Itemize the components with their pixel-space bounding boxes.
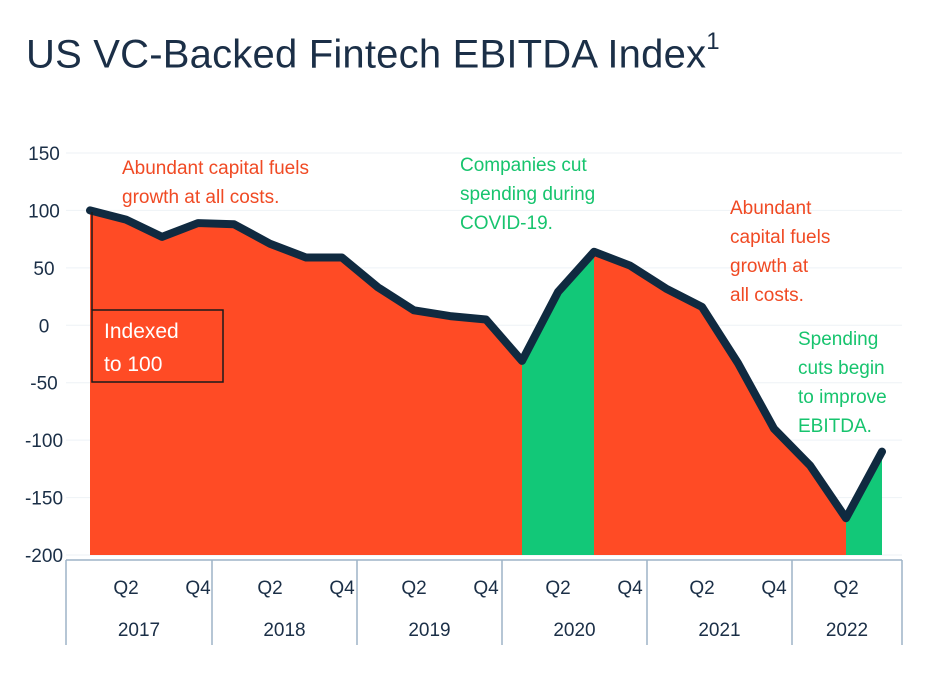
annotation-spending-cuts: Companies cut spending during COVID-19.: [460, 155, 595, 234]
data-point: [197, 222, 199, 225]
year-label: 2019: [408, 620, 450, 641]
title-footnote: 1: [706, 28, 720, 55]
y-axis-tick-labels: 150 100 50 0 -50 -100 -150 -200: [25, 144, 63, 567]
y-tick-label: 0: [39, 316, 50, 337]
data-point: [485, 318, 487, 321]
data-point: [665, 287, 667, 290]
y-tick-label: 50: [33, 259, 54, 280]
data-point: [269, 242, 271, 245]
indexed-note-text: Indexed to 100: [104, 320, 179, 376]
data-point: [161, 235, 163, 238]
data-point: [593, 250, 595, 253]
indexed-box: [91, 309, 224, 383]
y-tick-label: 100: [28, 201, 60, 222]
y-tick-label: 150: [28, 144, 60, 165]
data-point: [557, 290, 559, 293]
year-label: 2021: [698, 620, 740, 641]
x-tick-label: Q2: [833, 578, 858, 599]
annotation-abundant-capital: Abundant capital fuels growth at all cost…: [122, 158, 309, 208]
x-tick-label: Q2: [113, 578, 138, 599]
data-point: [773, 427, 775, 430]
data-point: [413, 309, 415, 312]
year-label: 2017: [118, 620, 160, 641]
year-label: 2020: [553, 620, 595, 641]
x-tick-label: Q2: [257, 578, 282, 599]
series-line-group: [86, 206, 886, 523]
x-tick-label: Q2: [401, 578, 426, 599]
year-label: 2018: [263, 620, 305, 641]
spending-cut-area: [846, 451, 882, 555]
data-point: [521, 359, 523, 362]
y-tick-label: -200: [25, 546, 63, 567]
growth-area: [594, 251, 846, 555]
growth-area: [90, 210, 522, 555]
x-axis-labels: Q2 Q4 Q2 Q4 Q2 Q4 Q2 Q4 Q2 Q4 Q2 2017 2018 2019 2020 20…: [113, 578, 868, 641]
x-tick-label: Q4: [761, 578, 787, 599]
data-point: [737, 362, 739, 365]
y-tick-label: -100: [25, 431, 63, 452]
chart-title: US VC-Backed Fintech EBITDA Index1: [26, 28, 720, 77]
x-tick-label: Q4: [617, 578, 643, 599]
x-tick-label: Q4: [329, 578, 355, 599]
data-point: [845, 517, 847, 520]
data-point: [125, 218, 127, 221]
annotation-spending-cuts: Spending cuts begin to improve EBITDA.: [798, 329, 887, 437]
data-point: [881, 450, 883, 453]
annotations: Abundant capital fuels growth at all cost…: [122, 155, 887, 437]
x-tick-label: Q4: [473, 578, 499, 599]
data-point: [701, 305, 703, 308]
data-point: [89, 209, 91, 212]
data-point: [449, 315, 451, 318]
x-tick-label: Q2: [689, 578, 714, 599]
year-label: 2022: [826, 620, 868, 641]
annotation-abundant-capital: Abundant capital fuels growth at all costs.: [730, 198, 830, 306]
shaded-areas: [90, 210, 882, 555]
y-tick-label: -50: [30, 374, 57, 395]
x-tick-label: Q2: [545, 578, 570, 599]
indexed-note: Indexed to 100: [91, 212, 224, 383]
data-point: [629, 264, 631, 267]
data-point: [377, 286, 379, 289]
data-point: [341, 256, 343, 259]
y-tick-label: -150: [25, 489, 63, 510]
axes: [65, 559, 903, 645]
chart-title-text: US VC-Backed Fintech EBITDA Index: [26, 32, 707, 77]
data-point: [809, 464, 811, 467]
x-tick-label: Q4: [185, 578, 211, 599]
data-point: [305, 256, 307, 259]
data-point: [233, 223, 235, 226]
